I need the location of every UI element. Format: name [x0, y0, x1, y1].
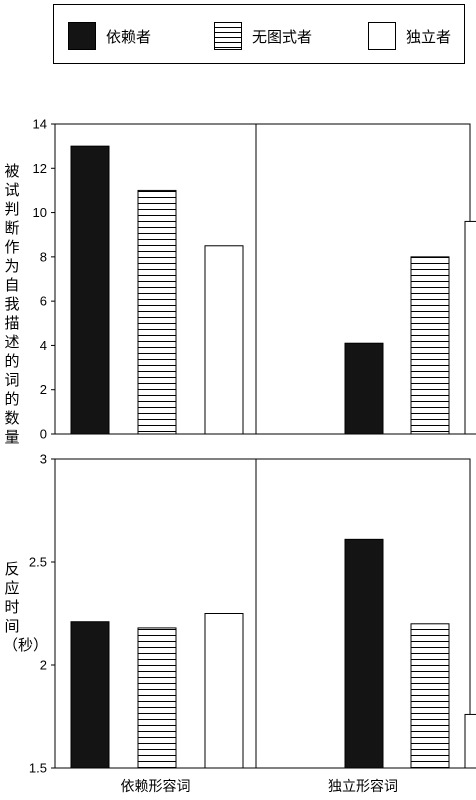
top-bar-0-2	[204, 245, 244, 435]
bottom-ytick-label: 2	[40, 658, 47, 673]
bottom-bar-0-1	[137, 627, 177, 769]
top-bar-1-0	[344, 342, 384, 435]
top-ytick-label: 4	[40, 338, 47, 353]
top-ytick-label: 14	[33, 117, 47, 132]
legend-swatch-aschematic	[214, 22, 242, 50]
top-bar-1-1	[410, 256, 450, 435]
top-bar-0-0	[70, 145, 110, 435]
bottom-ytick-label: 3	[40, 452, 47, 467]
top-bar-0-1	[137, 189, 177, 435]
top-bar-1-2	[464, 220, 476, 435]
bottom-bar-0-0	[70, 621, 110, 769]
legend-label-independent: 独立者	[406, 28, 452, 46]
legend-label-aschematic: 无图式者	[252, 28, 313, 46]
legend: 依赖者 无图式者 独立者	[53, 4, 465, 64]
bottom-bar-1-0	[344, 538, 384, 769]
bottom-ytick-label: 2.5	[29, 555, 47, 570]
top-ytick-label: 12	[33, 161, 47, 176]
bottom-plot-frame	[54, 458, 471, 769]
legend-label-dependent: 依赖者	[106, 28, 152, 46]
bottom-bar-0-2	[204, 613, 244, 769]
top-ytick-label: 8	[40, 249, 47, 264]
top-plot-frame	[54, 123, 471, 435]
top-ytick-label: 10	[33, 205, 47, 220]
top-chart-ylabel: 被试判断作为自我描述的词的数量	[4, 162, 20, 446]
category-label: 依赖形容词	[121, 778, 191, 795]
bottom-bar-1-1	[410, 623, 450, 769]
top-ytick-label: 2	[40, 382, 47, 397]
bottom-bar-1-2	[464, 713, 476, 769]
category-label: 独立形容词	[328, 778, 398, 795]
top-ytick-label: 6	[40, 294, 47, 309]
legend-swatch-dependent	[68, 22, 96, 50]
legend-swatch-independent	[368, 22, 396, 50]
bottom-ytick-label: 1.5	[29, 761, 47, 776]
top-ytick-label: 0	[40, 427, 47, 442]
